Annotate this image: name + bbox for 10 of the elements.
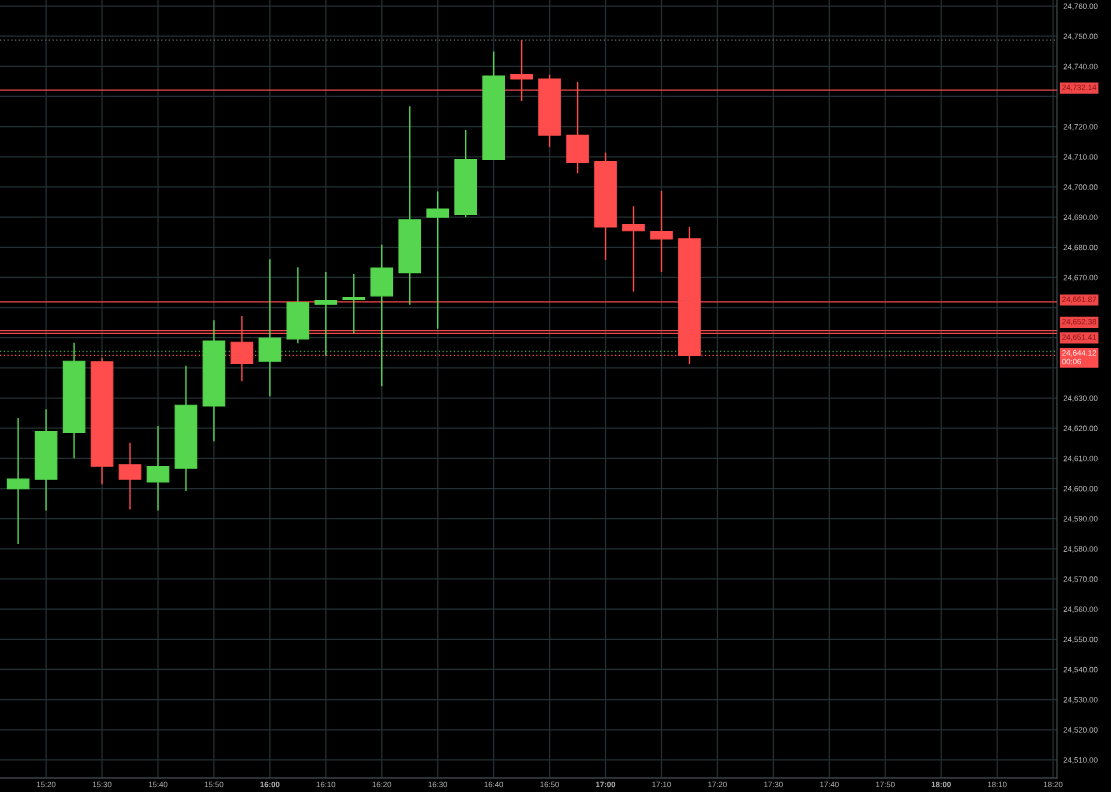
candlestick <box>650 190 673 273</box>
candlestick <box>426 190 450 330</box>
candlestick <box>258 258 282 397</box>
candlestick <box>510 39 533 102</box>
candlestick <box>342 273 366 334</box>
candlestick <box>118 441 142 511</box>
candlestick <box>146 425 170 512</box>
candlestick <box>314 271 338 357</box>
candlestick <box>622 205 645 293</box>
candlestick <box>6 417 30 545</box>
